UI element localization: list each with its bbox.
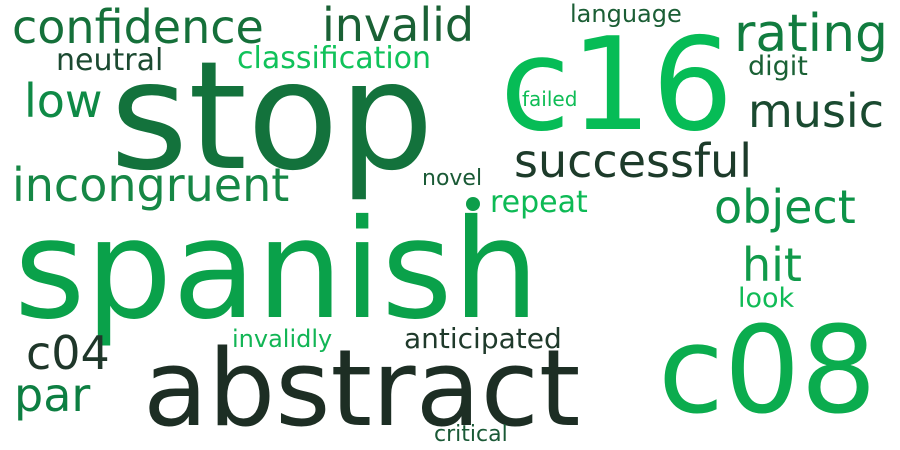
word-low: low [24, 74, 103, 128]
word-critical: critical [434, 422, 508, 447]
word-c16: c16 [500, 11, 734, 160]
word-confidence: confidence [12, 0, 264, 54]
word-music: music [748, 84, 885, 138]
word-object: object [714, 180, 856, 234]
word-c04: c04 [26, 326, 110, 380]
word-rating: rating [734, 4, 889, 64]
word-invalidly: invalidly [232, 325, 333, 353]
word-neutral: neutral [56, 43, 164, 78]
word-abstract: abstract [143, 327, 581, 450]
word-incongruent: incongruent [12, 158, 290, 212]
word-c08: c08 [658, 302, 877, 441]
word-look: look [738, 283, 795, 314]
word-novel: novel [422, 166, 483, 191]
word-failed: failed [522, 87, 578, 111]
word-repeat: repeat [490, 185, 588, 220]
word-hit: hit [742, 238, 802, 292]
word-successful: successful [514, 134, 753, 188]
period-mark [466, 197, 480, 211]
word-anticipated: anticipated [404, 322, 562, 355]
word-digit: digit [748, 51, 808, 82]
word-spanish: spanish [14, 191, 540, 350]
word-par: par [14, 368, 91, 422]
word-invalid: invalid [322, 0, 475, 52]
word-stop: stop [110, 30, 434, 204]
word-language: language [570, 0, 682, 28]
word-classification: classification [237, 41, 432, 76]
